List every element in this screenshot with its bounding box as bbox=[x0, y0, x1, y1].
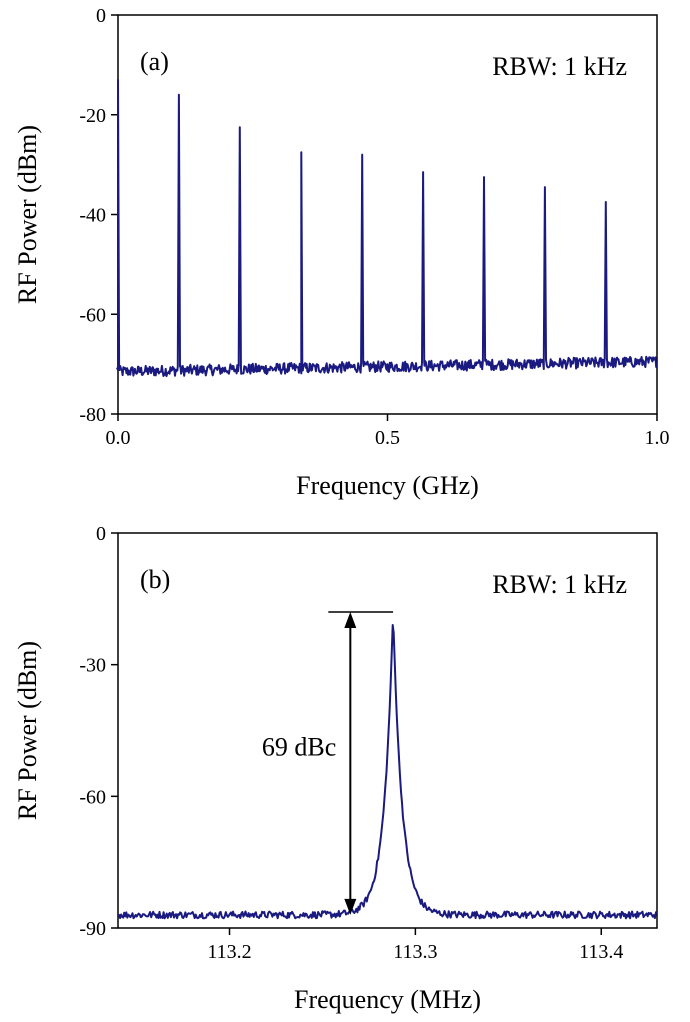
x-tick-label: 113.2 bbox=[207, 941, 251, 963]
x-tick-label: 0.5 bbox=[375, 427, 400, 449]
panel-a-label: (a) bbox=[140, 47, 169, 76]
panel-a: -80 -60 -40 -20 0 0.0 0.5 1.0 (a) RBW: 1 kHz F… bbox=[13, 5, 670, 500]
x-tick-label: 1.0 bbox=[645, 427, 670, 449]
panel-b-dbc-measurement bbox=[328, 611, 394, 915]
panel-b-x-axis-title: Frequency (MHz) bbox=[294, 985, 481, 1014]
y-tick-label: -30 bbox=[79, 655, 106, 677]
panel-b: -90 -60 -30 0 113.2 113.3 113.4 (b) RBW: 1 kH… bbox=[13, 523, 658, 1014]
panel-a-x-ticks: 0.0 0.5 1.0 bbox=[106, 414, 670, 449]
y-tick-label: 0 bbox=[96, 5, 106, 27]
x-tick-label: 113.4 bbox=[579, 941, 623, 963]
y-tick-label: 0 bbox=[96, 523, 106, 545]
panel-b-x-ticks: 113.2 113.3 113.4 bbox=[207, 928, 623, 963]
y-tick-label: -90 bbox=[79, 918, 106, 940]
y-tick-label: -60 bbox=[79, 304, 106, 326]
panel-a-y-ticks: -80 -60 -40 -20 0 bbox=[79, 5, 118, 426]
panel-a-rbw-annotation: RBW: 1 kHz bbox=[492, 52, 627, 81]
panel-b-rbw-annotation: RBW: 1 kHz bbox=[492, 570, 627, 599]
panel-a-y-axis-title: RF Power (dBm) bbox=[13, 125, 42, 304]
panel-b-dbc-label: 69 dBc bbox=[262, 732, 336, 761]
y-tick-label: -80 bbox=[79, 404, 106, 426]
x-tick-label: 0.0 bbox=[106, 427, 131, 449]
y-tick-label: -60 bbox=[79, 786, 106, 808]
panel-b-label: (b) bbox=[140, 565, 170, 594]
panel-a-x-axis-title: Frequency (GHz) bbox=[296, 471, 479, 500]
arrow-head-down-icon bbox=[344, 898, 357, 915]
arrow-head-up-icon bbox=[344, 612, 357, 628]
panel-b-series-line bbox=[117, 624, 658, 920]
x-tick-label: 113.3 bbox=[393, 941, 437, 963]
y-tick-label: -20 bbox=[79, 105, 106, 127]
panel-b-frame bbox=[117, 532, 658, 929]
panel-b-y-axis-title: RF Power (dBm) bbox=[13, 641, 42, 820]
panel-a-series-line bbox=[115, 78, 658, 378]
panel-b-y-ticks: -90 -60 -30 0 bbox=[79, 523, 118, 940]
y-tick-label: -40 bbox=[79, 205, 106, 227]
